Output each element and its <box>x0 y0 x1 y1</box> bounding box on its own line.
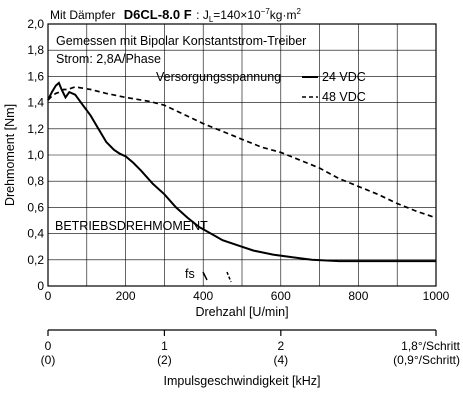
operating-torque-label: BETRIEBSDREHMOMENT <box>55 219 208 233</box>
plot-frame <box>47 23 437 287</box>
x-tick-label: 200 <box>116 289 136 303</box>
y-tick-label: 0,8 <box>27 174 44 188</box>
y-ticks: 0 0,2 0,4 0,6 0,8 1,0 1,2 1,4 1,6 1,8 2,0 <box>27 17 44 293</box>
y-tick-label: 0 <box>37 279 44 293</box>
y-tick-label: 1,6 <box>27 69 44 83</box>
y-tick-label: 1,2 <box>27 122 44 136</box>
grid <box>48 24 436 286</box>
legend-label-24vdc: 24 VDC <box>322 70 366 84</box>
pulse-tick-sublabel: (4) <box>273 353 288 367</box>
pulse-tick-label: 1 <box>161 339 168 353</box>
y-tick-label: 1,8 <box>27 43 44 57</box>
pulse-axis-ticks: 0(0) 1(2) 2(4) <box>41 330 288 367</box>
pulse-tick-sublabel: (2) <box>157 353 172 367</box>
series-48vdc-line <box>47 86 437 219</box>
y-tick-label: 1,4 <box>27 96 44 110</box>
y-axis-label: Drehmoment [Nm] <box>3 104 17 206</box>
x-axis-label: Drehzahl [U/min] <box>195 305 288 319</box>
pulse-tick-label: 2 <box>277 339 284 353</box>
step-label-bottom: (0,9°/Schritt) <box>393 353 460 367</box>
legend-title: Versorgungsspannung <box>156 70 281 84</box>
fs-label: fs <box>185 267 195 281</box>
fs-marker-solid <box>202 271 208 281</box>
x-tick-label: 1000 <box>423 289 450 303</box>
x-tick-label: 400 <box>193 289 213 303</box>
x-tick-label: 600 <box>271 289 291 303</box>
y-tick-label: 0,6 <box>27 200 44 214</box>
y-tick-label: 0,4 <box>27 227 44 241</box>
x-ticks: 0 200 400 600 800 1000 <box>45 289 450 303</box>
legend: Versorgungsspannung 24 VDC 48 VDC <box>156 70 366 104</box>
current-note: Strom: 2,8A/Phase <box>56 52 161 66</box>
pulse-axis-label: Impulsgeschwindigkeit [kHz] <box>163 374 320 388</box>
y-tick-label: 0,2 <box>27 253 44 267</box>
x-tick-label: 0 <box>45 289 52 303</box>
fs-marker-dashed <box>226 271 232 283</box>
measurement-note: Gemessen mit Bipolar Konstantstrom-Treib… <box>56 34 306 48</box>
y-tick-label: 2,0 <box>27 17 44 31</box>
pulse-tick-label: 0 <box>45 339 52 353</box>
legend-label-48vdc: 48 VDC <box>322 90 366 104</box>
chart-title: Mit Dämpfer D6CL-8.0 F : JL=140×10−7kg·m… <box>50 6 301 24</box>
pulse-tick-sublabel: (0) <box>41 353 56 367</box>
series-24vdc-line <box>47 81 436 263</box>
y-tick-label: 1,0 <box>27 148 44 162</box>
x-tick-label: 800 <box>348 289 368 303</box>
step-label-top: 1,8°/Schritt <box>401 339 460 353</box>
